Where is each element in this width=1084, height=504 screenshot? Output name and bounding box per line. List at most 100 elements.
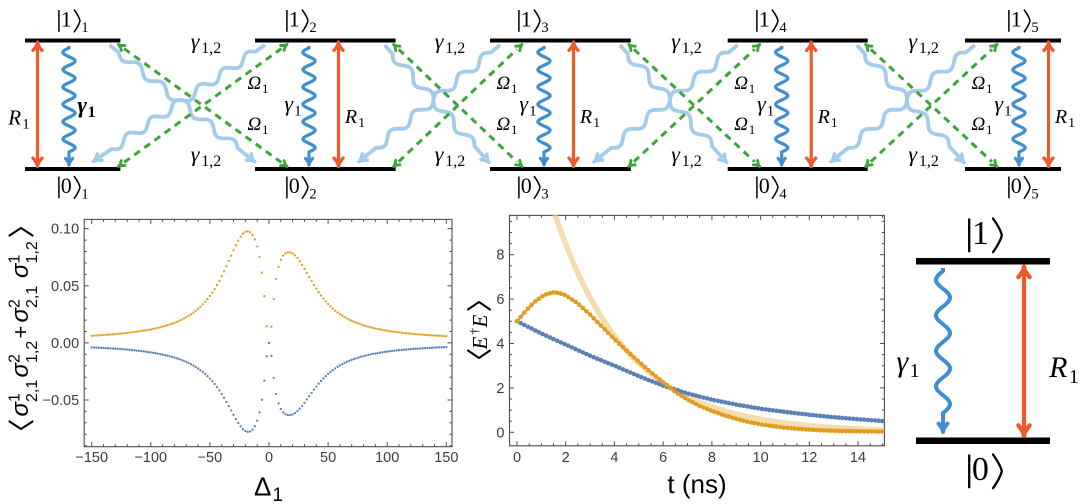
svg-text:−50: −50	[198, 450, 223, 466]
svg-text:t (ns): t (ns)	[667, 469, 726, 499]
svg-text:150: 150	[434, 450, 458, 466]
svg-text:γ: γ	[191, 142, 201, 167]
svg-text:2,1: 2,1	[24, 286, 41, 308]
svg-text:0: 0	[972, 451, 989, 488]
svg-text:1,2: 1,2	[919, 40, 939, 57]
svg-text:Ω: Ω	[497, 73, 511, 94]
svg-text:γ: γ	[671, 142, 681, 167]
svg-text:γ: γ	[435, 142, 445, 167]
svg-text:−150: −150	[75, 450, 108, 466]
svg-text:−0.05: −0.05	[42, 393, 79, 409]
svg-text:0.10: 0.10	[51, 222, 79, 238]
svg-text:1: 1	[88, 104, 96, 121]
svg-text:Ω: Ω	[497, 114, 511, 135]
svg-text:1: 1	[81, 187, 88, 203]
svg-text:Ω: Ω	[734, 73, 748, 94]
svg-text:1: 1	[358, 116, 365, 131]
svg-text:5: 5	[1031, 187, 1038, 203]
svg-text:5: 5	[1031, 20, 1038, 36]
svg-text:0.00: 0.00	[51, 336, 79, 352]
svg-text:1,2: 1,2	[445, 153, 465, 170]
svg-text:100: 100	[375, 450, 399, 466]
svg-text:σ: σ	[7, 307, 34, 323]
svg-text:+: +	[8, 326, 33, 339]
svg-text:0: 0	[759, 173, 770, 198]
svg-text:1: 1	[1011, 7, 1022, 32]
svg-text:1: 1	[81, 20, 88, 36]
svg-text:4: 4	[779, 20, 787, 36]
svg-text:8: 8	[496, 248, 504, 264]
svg-text:γ: γ	[77, 93, 87, 118]
svg-text:γ: γ	[908, 142, 918, 167]
svg-text:1: 1	[7, 393, 24, 402]
svg-text:1,2: 1,2	[445, 40, 465, 57]
svg-text:0: 0	[61, 173, 72, 198]
svg-text:1: 1	[767, 103, 775, 119]
svg-text:1: 1	[593, 116, 600, 131]
svg-text:1,2: 1,2	[24, 341, 41, 363]
svg-text:†: †	[467, 328, 482, 335]
svg-text:0: 0	[496, 425, 504, 441]
svg-text:1: 1	[529, 103, 537, 119]
svg-text:10: 10	[753, 450, 769, 466]
svg-text:Ω: Ω	[248, 114, 262, 135]
svg-text:1: 1	[986, 81, 993, 96]
svg-text:γ: γ	[757, 91, 767, 116]
svg-text:γ: γ	[896, 345, 909, 378]
svg-text:2: 2	[7, 354, 24, 363]
svg-text:E: E	[468, 315, 492, 329]
svg-text:γ: γ	[908, 29, 918, 54]
svg-text:1: 1	[511, 122, 518, 137]
svg-text:σ: σ	[7, 401, 34, 417]
svg-text:1,2: 1,2	[919, 153, 939, 170]
svg-text:1: 1	[294, 103, 302, 119]
svg-text:1: 1	[7, 255, 24, 264]
svg-text:R: R	[579, 106, 592, 128]
svg-text:γ: γ	[994, 91, 1004, 116]
svg-text:Δ: Δ	[254, 472, 271, 502]
svg-text:0: 0	[1011, 173, 1022, 198]
svg-text:E: E	[468, 337, 492, 351]
svg-text:6: 6	[496, 292, 504, 308]
svg-text:1: 1	[262, 122, 269, 137]
svg-text:1: 1	[831, 116, 838, 131]
svg-text:2: 2	[496, 381, 504, 397]
svg-text:0: 0	[265, 450, 273, 466]
svg-text:1,2: 1,2	[24, 241, 41, 263]
svg-text:2: 2	[309, 20, 316, 36]
svg-text:1: 1	[1069, 366, 1079, 388]
svg-text:12: 12	[801, 450, 817, 466]
svg-text:1: 1	[521, 7, 532, 32]
svg-text:2: 2	[309, 187, 316, 203]
svg-text:Ω: Ω	[734, 114, 748, 135]
svg-text:2,1: 2,1	[24, 380, 41, 402]
svg-text:14: 14	[850, 450, 866, 466]
svg-text:R: R	[7, 106, 21, 130]
svg-text:σ: σ	[7, 362, 34, 378]
svg-text:R: R	[1054, 106, 1067, 128]
svg-text:1: 1	[1068, 116, 1075, 131]
svg-text:1: 1	[61, 7, 72, 32]
svg-text:6: 6	[659, 450, 667, 466]
svg-text:1: 1	[986, 122, 993, 137]
svg-text:1: 1	[749, 81, 756, 96]
svg-text:Ω: Ω	[972, 114, 986, 135]
svg-text:8: 8	[708, 450, 716, 466]
svg-text:R: R	[1048, 351, 1067, 384]
svg-text:2: 2	[562, 450, 570, 466]
svg-text:0: 0	[513, 450, 521, 466]
svg-text:1: 1	[749, 122, 756, 137]
svg-text:0: 0	[289, 173, 300, 198]
svg-text:1: 1	[759, 7, 770, 32]
svg-text:−100: −100	[134, 450, 167, 466]
svg-text:1: 1	[972, 215, 989, 252]
svg-text:γ: γ	[519, 91, 529, 116]
svg-text:1: 1	[910, 360, 920, 382]
svg-text:R: R	[344, 106, 357, 128]
svg-text:1: 1	[511, 81, 518, 96]
svg-text:1,2: 1,2	[201, 40, 221, 57]
svg-text:3: 3	[541, 187, 548, 203]
svg-text:4: 4	[610, 450, 618, 466]
svg-text:50: 50	[320, 450, 336, 466]
svg-text:γ: γ	[191, 29, 201, 54]
